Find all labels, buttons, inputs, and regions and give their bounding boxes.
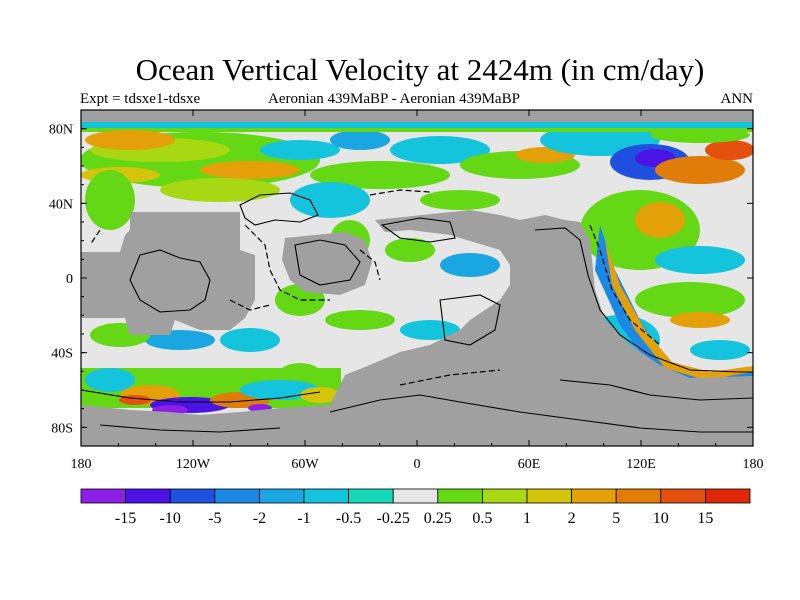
colorbar-swatch: [80, 488, 126, 504]
colorbar-labels: -15 -10 -5 -2 -1 -0.5 -0.25 0.25 0.5 1 2 5 10 15: [115, 510, 713, 527]
y-tick-label: 0: [66, 272, 73, 287]
x-tick-label: 180: [71, 457, 92, 472]
colorbar-swatch: [660, 488, 706, 504]
colorbar-level-label: -5: [208, 510, 221, 527]
y-tick-label: 80N: [49, 123, 73, 138]
colorbar-swatch: [348, 488, 394, 504]
x-tick-label: 60W: [291, 457, 319, 472]
colorbar: [80, 488, 751, 504]
period-label: Aeronian 439MaBP - Aeronian 439MaBP: [268, 91, 520, 107]
colorbar-swatch: [481, 488, 528, 504]
x-tick-label: 120E: [626, 457, 656, 472]
colorbar-level-label: 0.5: [472, 510, 492, 527]
axis-ticks: [80, 110, 754, 446]
coastlines: [81, 192, 753, 433]
colorbar-level-label: 0.25: [424, 510, 452, 527]
colorbar-swatch: [303, 488, 349, 504]
x-tick-label: 60E: [518, 457, 541, 472]
colorbar-level-label: 2: [568, 510, 576, 527]
colorbar-swatch: [125, 488, 171, 504]
colorbar-level-label: 10: [653, 510, 669, 527]
colorbar-swatch: [169, 488, 216, 504]
colorbar-swatch: [705, 488, 751, 504]
colorbar-swatch: [258, 488, 305, 504]
plot-title: Ocean Vertical Velocity at 2424m (in cm/…: [135, 52, 705, 87]
colorbar-swatch: [214, 488, 260, 504]
colorbar-swatch: [392, 488, 439, 504]
y-tick-label: 40S: [51, 347, 73, 362]
experiment-label: Expt = tdsxe1-tdsxe: [80, 91, 201, 107]
colorbar-level-label: 1: [523, 510, 531, 527]
x-tick-label: 180: [743, 457, 764, 472]
colorbar-swatch: [615, 488, 662, 504]
y-tick-label: 80S: [51, 421, 73, 436]
colorbar-level-label: -10: [160, 510, 181, 527]
paleo-shorelines: [89, 189, 661, 386]
land-masses: [81, 110, 753, 446]
colorbar-level-label: -0.25: [377, 510, 410, 527]
x-tick-label: 120W: [176, 457, 211, 472]
y-tick-label: 40N: [49, 197, 73, 212]
colorbar-level-label: 15: [697, 510, 713, 527]
season-label: ANN: [720, 91, 754, 107]
colorbar-level-label: -1: [297, 510, 310, 527]
colorbar-swatch: [526, 488, 572, 504]
colorbar-level-label: -15: [115, 510, 136, 527]
x-tick-label: 0: [414, 457, 421, 472]
colorbar-swatch: [437, 488, 483, 504]
colorbar-swatch: [571, 488, 617, 504]
colorbar-level-label: -0.5: [336, 510, 361, 527]
axis-tick-labels: 180 120W 60W 0 60E 120E 180 80N 40N 0 40S 80S: [49, 123, 764, 472]
colorbar-level-label: 5: [612, 510, 620, 527]
colorbar-level-label: -2: [253, 510, 266, 527]
velocity-field: [81, 122, 753, 415]
